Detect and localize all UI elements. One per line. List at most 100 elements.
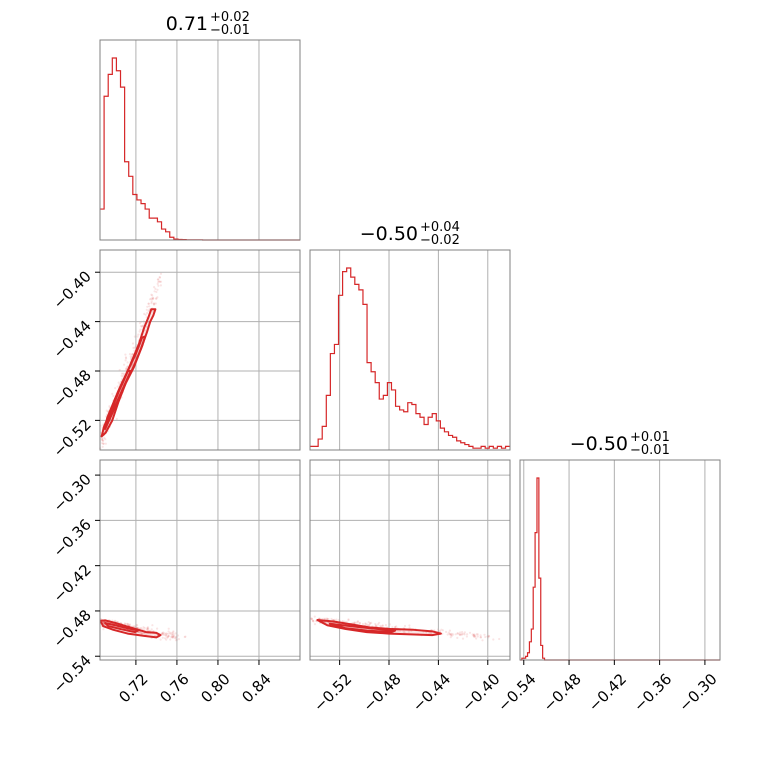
sample-point (379, 624, 382, 627)
sample-point (145, 629, 148, 632)
sample-point (166, 632, 170, 635)
sample-point (366, 623, 369, 626)
histogram-p2 (520, 477, 720, 661)
x-tick-label: −0.48 (360, 670, 405, 715)
sample-point (136, 335, 139, 338)
sample-point (161, 636, 164, 639)
sample-point (126, 365, 129, 368)
x-tick-label: −0.52 (310, 670, 355, 715)
sample-point (458, 633, 461, 636)
sample-point (116, 385, 119, 388)
sample-point (101, 437, 104, 440)
sample-point (393, 626, 397, 629)
sample-point (126, 623, 129, 626)
sample-point (157, 278, 160, 281)
sample-point (158, 276, 162, 279)
sample-point (138, 322, 142, 325)
y-tick-label: −0.42 (50, 561, 95, 606)
sample-point (163, 633, 166, 637)
sample-point (113, 619, 117, 622)
sample-point (131, 353, 134, 356)
y-tick-label: −0.44 (50, 317, 95, 362)
sample-point (170, 635, 173, 638)
title-minus-p2: −0.01 (630, 443, 670, 458)
sample-point (408, 626, 411, 629)
panel-frame-p0-p1 (99, 249, 301, 451)
contour-p1-p2 (328, 622, 397, 634)
title-minus-p1: −0.02 (420, 233, 460, 248)
sample-point (167, 634, 170, 637)
sample-point (184, 635, 187, 638)
sample-point (368, 623, 371, 626)
sample-point (473, 635, 476, 638)
sample-point (177, 638, 180, 641)
sample-point (151, 296, 154, 299)
sample-point (377, 623, 380, 626)
sample-point (102, 628, 105, 631)
sample-point (129, 356, 132, 360)
sample-point (126, 366, 129, 369)
sample-point (141, 632, 144, 635)
sample-point (156, 282, 159, 285)
sample-point (145, 308, 148, 311)
title-layer: 0.71 +0.02−0.01−0.50 +0.04−0.02−0.50 +0.01−… (166, 10, 670, 458)
sample-point (150, 628, 153, 631)
sample-point (156, 288, 159, 291)
x-tick-label: −0.42 (585, 670, 630, 715)
title-plus-p2: +0.01 (630, 430, 670, 445)
sample-point (152, 297, 155, 300)
sample-point (456, 632, 460, 635)
sample-point (147, 302, 150, 305)
sample-point (170, 633, 174, 636)
sample-point (154, 302, 157, 305)
x-tick-label: −0.40 (458, 670, 503, 715)
sample-point (155, 297, 158, 300)
sample-point (311, 619, 314, 622)
sample-point (148, 305, 151, 308)
sample-point (150, 297, 153, 300)
sample-point (157, 284, 160, 287)
sample-point (449, 634, 452, 637)
sample-point (172, 630, 175, 633)
y-tick-label: −0.48 (50, 606, 95, 651)
panel-frame-p1-p1 (309, 249, 511, 451)
sample-point (459, 631, 462, 634)
sample-point (364, 622, 367, 625)
sample-point (159, 638, 162, 641)
sample-point (171, 635, 174, 638)
sample-point (358, 621, 361, 625)
sample-point (176, 634, 180, 637)
sample-point (131, 342, 135, 345)
y-tick-label: −0.40 (50, 267, 95, 312)
sample-point (374, 625, 377, 628)
sample-point (313, 623, 317, 626)
sample-point (460, 633, 463, 636)
sample-point (167, 630, 170, 633)
sample-point (137, 333, 140, 336)
sample-point (166, 636, 169, 639)
sample-point (153, 290, 156, 293)
sample-point (132, 625, 135, 628)
sample-point (361, 622, 364, 626)
sample-point (102, 442, 105, 445)
sample-point (150, 300, 153, 303)
sample-point (450, 634, 454, 637)
sample-point (448, 632, 452, 636)
sample-point (140, 632, 144, 635)
sample-point (475, 633, 478, 636)
sample-point (143, 627, 146, 630)
sample-point (102, 439, 105, 442)
sample-point (126, 622, 129, 625)
sample-point (139, 328, 142, 331)
sample-point (460, 632, 463, 636)
sample-point (173, 635, 176, 638)
sample-point (128, 623, 132, 626)
sample-point (146, 627, 149, 630)
sample-point (452, 633, 455, 636)
sample-point (164, 632, 167, 635)
x-tick-label: −0.54 (494, 670, 539, 715)
sample-point (448, 629, 451, 632)
sample-point (153, 286, 156, 289)
sample-point (166, 636, 169, 639)
sample-point (446, 633, 449, 636)
